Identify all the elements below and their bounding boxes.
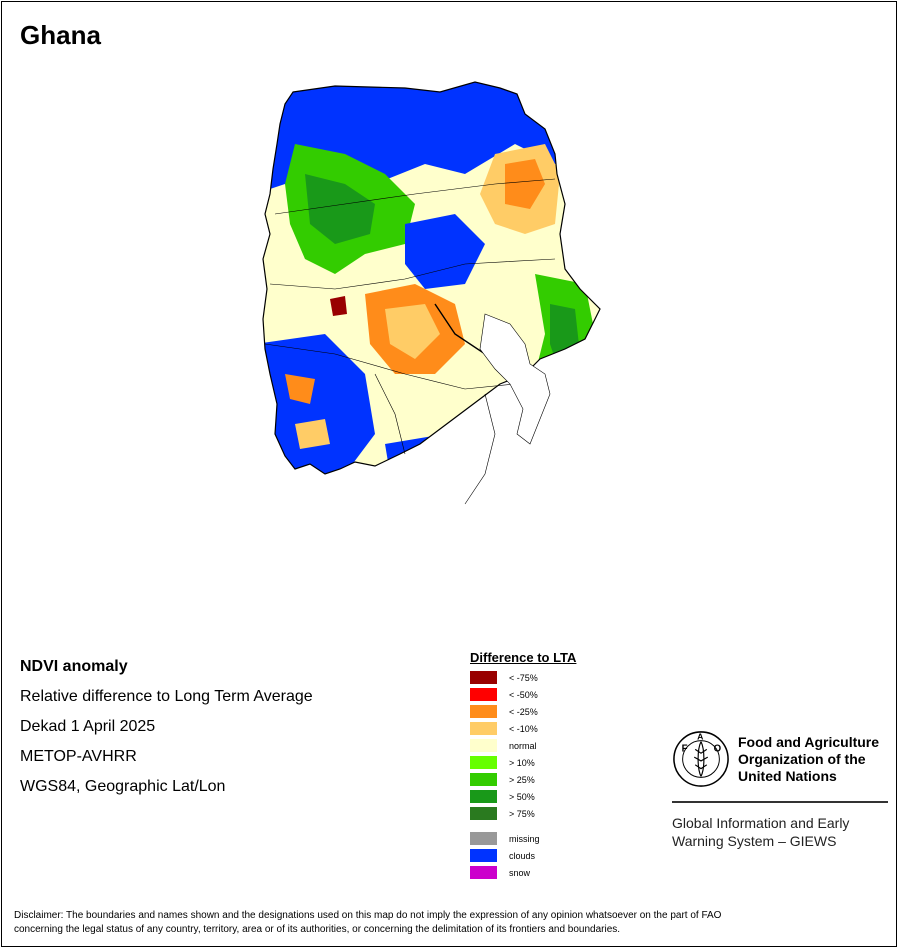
legend-swatch <box>470 722 497 735</box>
legend-item: < -25% <box>470 703 576 720</box>
product-name: NDVI anomaly <box>20 658 128 675</box>
legend-label: snow <box>509 867 531 878</box>
legend-swatch <box>470 790 497 803</box>
fao-logo: F A O <box>673 731 729 787</box>
fao-name: Food and Agriculture Organization of the… <box>738 734 880 784</box>
legend-swatch <box>470 866 497 879</box>
legend-item: < -50% <box>470 686 576 703</box>
disclaimer: Disclaimer: The boundaries and names sho… <box>14 910 722 935</box>
legend-label: < -10% <box>509 723 538 734</box>
legend-swatch <box>470 688 497 701</box>
legend-item: clouds <box>470 847 576 864</box>
legend-swatch <box>470 739 497 752</box>
legend-item: > 75% <box>470 805 576 822</box>
legend-swatch <box>470 849 497 862</box>
legend-label: clouds <box>509 850 536 861</box>
legend-swatch <box>470 807 497 820</box>
sensor-label: METOP-AVHRR <box>20 748 137 765</box>
map-info-block: NDVI anomaly Relative difference to Long… <box>20 657 313 807</box>
legend-item: normal <box>470 737 576 754</box>
legend: Difference to LTA < -75% < -50% < -25% < -1… <box>470 650 576 881</box>
legend-extra-classes: missing clouds snow <box>470 830 576 881</box>
legend-item: < -75% <box>470 669 576 686</box>
legend-swatch <box>470 671 497 684</box>
legend-label: < -50% <box>509 689 538 700</box>
legend-label: > 75% <box>509 808 535 819</box>
product-description: Relative difference to Long Term Average <box>20 688 313 705</box>
legend-label: > 25% <box>509 774 535 785</box>
legend-item: > 10% <box>470 754 576 771</box>
map-title: Ghana <box>20 20 101 50</box>
legend-label: > 10% <box>509 757 535 768</box>
legend-swatch <box>470 773 497 786</box>
legend-item: > 50% <box>470 788 576 805</box>
legend-swatch <box>470 705 497 718</box>
legend-label: normal <box>509 740 537 751</box>
legend-item: snow <box>470 864 576 881</box>
svg-text:A: A <box>697 732 704 742</box>
legend-classes: < -75% < -50% < -25% < -10% normal > 10% > 25%… <box>470 669 576 822</box>
ghana-ndvi-map <box>262 81 601 505</box>
period-label: Dekad 1 April 2025 <box>20 718 156 735</box>
legend-label: missing <box>509 833 540 844</box>
legend-item: > 25% <box>470 771 576 788</box>
divider <box>672 801 888 803</box>
legend-swatch <box>470 832 497 845</box>
svg-text:F: F <box>682 743 688 754</box>
giews-label: Global Information and Early Warning Sys… <box>672 815 850 849</box>
svg-text:O: O <box>714 743 722 754</box>
legend-label: > 50% <box>509 791 535 802</box>
projection-label: WGS84, Geographic Lat/Lon <box>20 778 226 795</box>
legend-swatch <box>470 756 497 769</box>
legend-label: < -75% <box>509 672 538 683</box>
legend-title: Difference to LTA <box>470 650 577 665</box>
legend-label: < -25% <box>509 706 538 717</box>
legend-item: missing <box>470 830 576 847</box>
legend-item: < -10% <box>470 720 576 737</box>
